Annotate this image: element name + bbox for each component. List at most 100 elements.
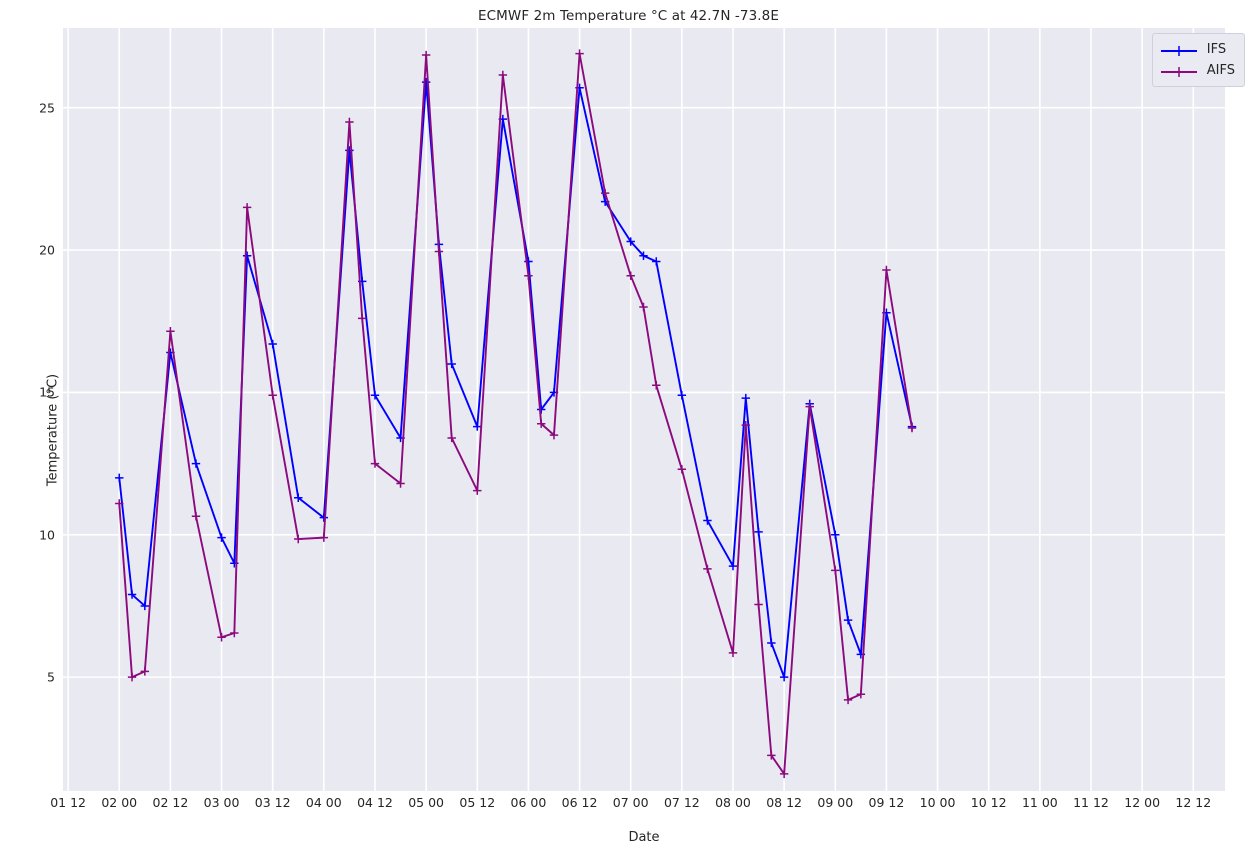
plus-marker-icon (703, 564, 712, 574)
plus-marker-icon (396, 479, 405, 488)
x-tick-label: 11 12 (1073, 795, 1109, 810)
plus-marker-icon (217, 533, 226, 542)
x-tick-label: 07 00 (612, 795, 649, 810)
plus-marker-icon (473, 422, 482, 431)
x-tick-label: 12 12 (1175, 795, 1212, 810)
plus-marker-icon (319, 513, 329, 522)
x-tick-label: 09 12 (868, 795, 905, 810)
legend-line-marker-icon (1160, 43, 1198, 57)
chart-legend: IFS AIFS (1151, 33, 1245, 87)
plus-marker-icon (370, 459, 380, 468)
plot-area (63, 28, 1225, 791)
plus-marker-icon (907, 423, 917, 433)
x-tick-label: 06 12 (561, 795, 598, 810)
plus-marker-icon (626, 237, 635, 246)
legend-label: AIFS (1206, 63, 1235, 78)
plus-marker-icon (166, 327, 175, 336)
plus-marker-icon (345, 117, 354, 127)
legend-line-marker-icon (1160, 64, 1198, 78)
vertical-gridlines (67, 28, 1195, 791)
x-tick-label: 01 12 (50, 795, 87, 810)
x-tick-label: 10 00 (919, 795, 956, 810)
plus-marker-icon (370, 391, 380, 400)
x-tick-label: 12 00 (1124, 795, 1161, 810)
plus-marker-icon (600, 188, 610, 198)
series-line (118, 52, 913, 775)
plus-marker-icon (294, 493, 303, 502)
legend-item-ifs[interactable]: IFS (1160, 39, 1235, 60)
x-tick-label: 05 00 (408, 795, 445, 810)
plus-marker-icon (652, 381, 661, 390)
x-tick-label: 02 12 (152, 795, 189, 810)
plus-marker-icon (357, 314, 367, 323)
y-tick-label: 15 (39, 384, 55, 400)
plus-marker-icon (843, 615, 853, 625)
plus-marker-icon (191, 459, 201, 468)
x-tick-label: 03 00 (203, 795, 240, 810)
y-axis-tick-labels: 5 10 15 20 25 (0, 28, 55, 791)
data-series-layer (115, 49, 917, 779)
plus-marker-icon (140, 667, 150, 676)
plus-marker-icon (242, 203, 252, 212)
plus-marker-icon (767, 638, 776, 648)
plus-marker-icon (434, 247, 444, 256)
plus-marker-icon (319, 533, 329, 542)
plus-marker-icon (831, 566, 840, 575)
plus-marker-icon (115, 473, 124, 483)
plus-marker-icon (779, 769, 789, 779)
plus-marker-icon (294, 534, 303, 544)
plus-marker-icon (537, 419, 546, 428)
y-tick-label: 5 (47, 669, 55, 685)
plus-marker-icon (843, 695, 853, 705)
plus-marker-icon (524, 257, 533, 266)
plus-marker-icon (575, 49, 584, 58)
x-tick-label: 09 00 (817, 795, 854, 810)
plus-marker-icon (127, 672, 137, 682)
plus-marker-icon (831, 530, 840, 539)
plus-marker-icon (127, 590, 137, 599)
plus-marker-icon (421, 77, 431, 87)
plus-marker-icon (268, 339, 277, 349)
plus-marker-icon (421, 50, 431, 60)
plus-marker-icon (524, 271, 533, 280)
x-tick-label: 02 00 (101, 795, 138, 810)
y-tick-label: 25 (39, 100, 55, 116)
plus-marker-icon (754, 527, 763, 537)
x-tick-label: 05 12 (459, 795, 496, 810)
x-tick-label: 08 12 (766, 795, 803, 810)
y-axis-label: Temperature (°C) (45, 373, 61, 486)
plus-marker-icon (741, 393, 750, 403)
plus-marker-icon (217, 633, 226, 642)
plus-marker-icon (754, 600, 763, 609)
plus-marker-icon (140, 601, 150, 611)
x-tick-label: 11 00 (1021, 795, 1058, 810)
x-tick-label: 04 12 (357, 795, 393, 810)
plus-marker-icon (856, 690, 866, 699)
plus-marker-icon (639, 302, 648, 312)
plus-marker-icon (447, 359, 456, 369)
plus-marker-icon (767, 751, 776, 760)
plus-marker-icon (537, 405, 546, 414)
plus-marker-icon (805, 402, 814, 411)
legend-label: IFS (1206, 42, 1227, 57)
plot-svg (63, 28, 1225, 791)
x-tick-label: 10 12 (970, 795, 1007, 810)
plus-marker-icon (779, 672, 789, 682)
plus-marker-icon (703, 516, 712, 525)
plus-marker-icon (115, 499, 124, 508)
plus-marker-icon (498, 70, 508, 80)
plus-marker-icon (741, 420, 750, 430)
x-tick-label: 08 00 (715, 795, 751, 810)
plus-marker-icon (191, 512, 201, 521)
plus-marker-icon (549, 430, 559, 440)
x-tick-label: 04 00 (305, 795, 342, 810)
x-tick-label: 07 12 (663, 795, 700, 810)
plus-marker-icon (626, 271, 635, 280)
plus-marker-icon (473, 486, 482, 495)
legend-item-aifs[interactable]: AIFS (1160, 60, 1235, 81)
x-axis-tick-labels: 01 12 02 00 02 12 03 00 03 12 04 00 04 12 05 00… (50, 795, 1225, 819)
plus-marker-icon (242, 251, 252, 260)
plus-marker-icon (677, 465, 687, 474)
plus-marker-icon (447, 433, 456, 443)
